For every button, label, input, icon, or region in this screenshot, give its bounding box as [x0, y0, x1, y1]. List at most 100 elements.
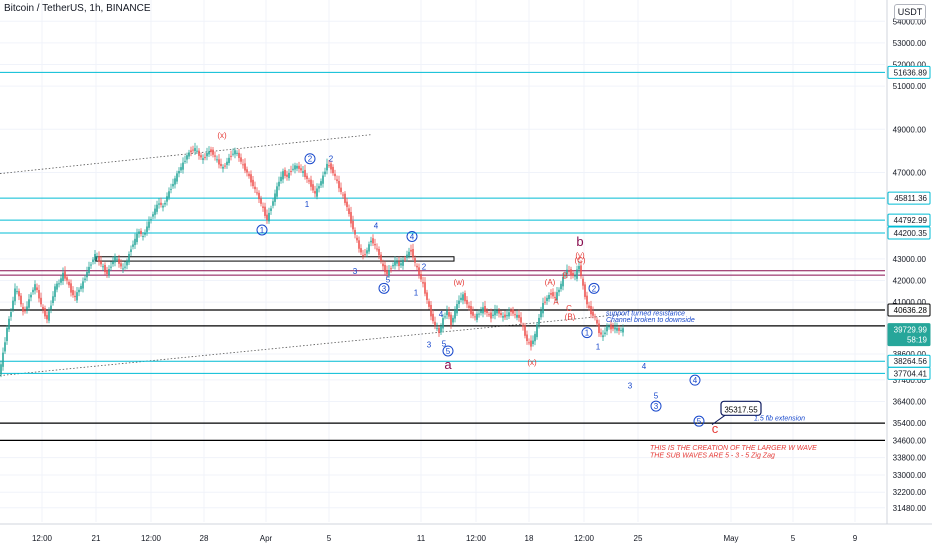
y-tick-label: 52000.00 [893, 60, 927, 69]
wave-circle [588, 282, 600, 294]
candle-body [308, 180, 310, 182]
candle-body [364, 254, 366, 256]
wave-circle [378, 282, 390, 294]
candle-body [38, 290, 40, 299]
candle-body [552, 292, 554, 297]
candle-body [158, 203, 160, 205]
candle-body [28, 299, 30, 308]
candle-body [174, 178, 176, 185]
candle-body [140, 230, 142, 235]
candle-body [564, 275, 566, 277]
candle-body [614, 327, 616, 330]
wave-label: 5 [442, 339, 447, 348]
candle-body [526, 334, 528, 342]
candle-body [296, 165, 298, 169]
candle-body [230, 155, 232, 157]
candle-body [34, 284, 36, 291]
candle-body [216, 159, 218, 161]
candle-body [134, 238, 136, 246]
candle-body [384, 264, 386, 273]
candle-body [256, 192, 258, 194]
candle-body [118, 258, 120, 264]
candle-body [22, 306, 24, 312]
wave-label: 3 [427, 340, 432, 349]
candle-body [16, 291, 18, 293]
candle-body [426, 292, 428, 300]
wave-circle [304, 153, 316, 165]
candle-body [238, 152, 240, 159]
candle-body [538, 317, 540, 325]
candle-body [338, 180, 340, 189]
candle-body [422, 282, 424, 284]
candle-body [346, 201, 348, 208]
wave-label: a [444, 357, 452, 372]
candle-body [490, 312, 492, 319]
candle-body [6, 328, 8, 342]
candle-body [130, 249, 132, 253]
candle-body [0, 364, 2, 375]
wave-circle [650, 400, 662, 412]
candle-body [594, 316, 596, 318]
candle-body [180, 167, 182, 171]
candle-body [30, 294, 32, 298]
annotation-channel-broken: Channel broken to downside [606, 317, 695, 324]
candle-body [584, 284, 586, 297]
candle-body [210, 149, 212, 153]
y-tick-label: 41000.00 [893, 298, 927, 307]
candle-body [448, 312, 450, 317]
candle-body [458, 300, 460, 305]
candle-body [558, 289, 560, 293]
candle-body [112, 261, 114, 265]
candle-body [574, 275, 576, 277]
candle-body [514, 314, 516, 316]
candle-body [478, 313, 480, 315]
candle-body [116, 258, 118, 260]
candle-body [4, 342, 6, 352]
candle-body [560, 283, 562, 290]
wave-circle [406, 230, 418, 242]
candle-body [168, 191, 170, 198]
wave-label: 2 [422, 263, 427, 272]
candle-body [542, 302, 544, 314]
candle-body [496, 310, 498, 314]
wave-circle [693, 415, 705, 427]
candle-body [348, 208, 350, 214]
x-tick-label: May [723, 534, 738, 543]
candle-body [508, 312, 510, 317]
candle-body [92, 259, 94, 262]
candle-body [156, 204, 158, 212]
candle-body [70, 283, 72, 293]
candle-body [536, 324, 538, 338]
candle-body [350, 212, 352, 224]
target-callout-text: 35317.55 [724, 405, 758, 414]
currency-badge[interactable]: USDT [894, 4, 926, 20]
candle-body [20, 295, 22, 305]
candle-body [524, 325, 526, 336]
price-tag-box [887, 323, 931, 347]
candle-body [104, 264, 106, 273]
candle-body [294, 165, 296, 170]
candle-body [616, 327, 618, 331]
candle-body [50, 305, 52, 310]
x-tick-label: 21 [92, 534, 101, 543]
price-tag-box [887, 303, 931, 317]
candle-body [24, 310, 26, 312]
wave-label: 3 [628, 382, 633, 391]
candle-body [266, 214, 268, 221]
candle-body [462, 294, 464, 301]
candle-body [460, 297, 462, 300]
price-tag-box [887, 226, 931, 240]
candle-body [124, 266, 126, 268]
candle-body [468, 305, 470, 308]
candle-body [534, 333, 536, 342]
candle-body [528, 342, 530, 344]
candle-body [434, 321, 436, 326]
candle-body [170, 188, 172, 190]
candle-body [90, 264, 92, 266]
candle-body [316, 188, 318, 197]
candle-body [320, 181, 322, 186]
candle-body [352, 220, 354, 230]
annotation-bottom-line-1: THIS IS THE CREATION OF THE LARGER W WAV… [650, 445, 817, 452]
